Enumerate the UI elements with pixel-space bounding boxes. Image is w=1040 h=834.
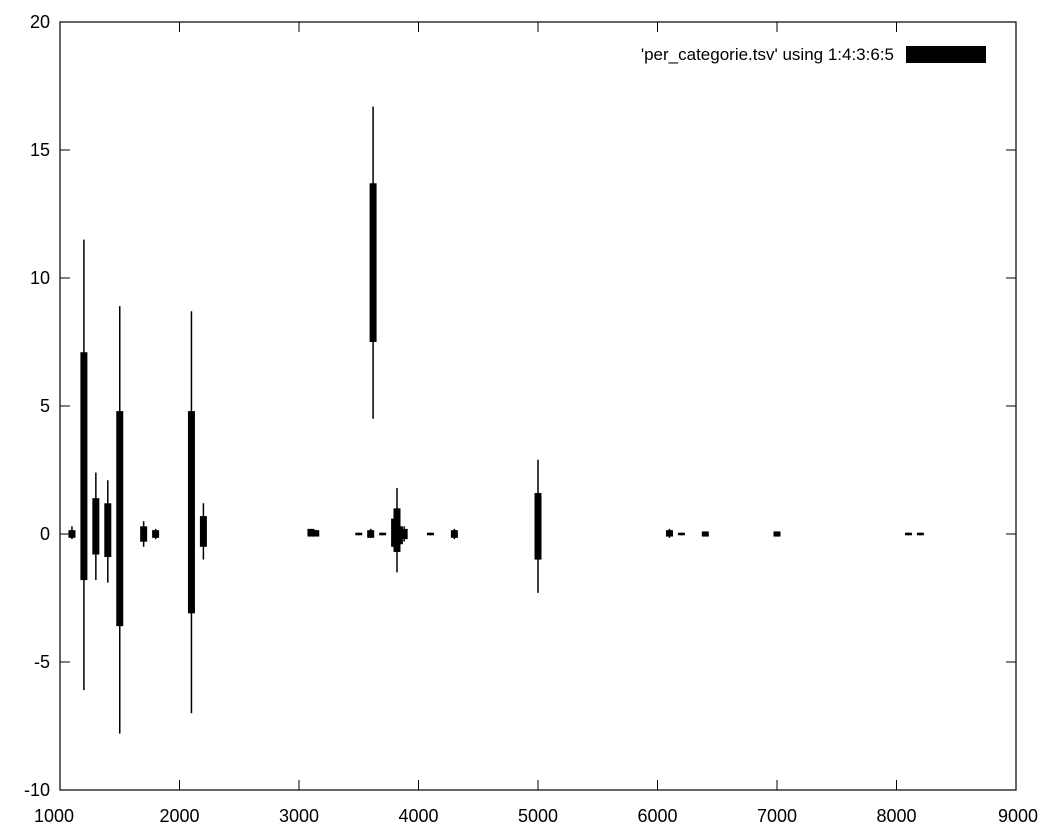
candle-box: [307, 528, 315, 537]
candle-box: [116, 411, 124, 627]
candle-box: [80, 352, 88, 581]
y-tick-label: -10: [24, 780, 50, 800]
candle-box: [677, 532, 685, 536]
candle-box: [367, 530, 375, 538]
candle-box: [68, 530, 76, 538]
candle-box: [104, 503, 112, 558]
plot-frame: [59, 21, 1017, 791]
legend-label: 'per_categorie.tsv' using 1:4:3:6:5: [641, 45, 894, 64]
x-axis: 1000 2000 3000 4000 5000 6000 7000 8000 9000: [34, 22, 1038, 826]
x-tick-label: 1000: [34, 806, 74, 826]
candle-box: [187, 411, 195, 614]
legend: 'per_categorie.tsv' using 1:4:3:6:5: [641, 45, 986, 64]
candle-box: [701, 531, 709, 537]
candle-box: [355, 532, 363, 536]
candle-box: [665, 530, 673, 537]
legend-swatch: [906, 46, 986, 63]
y-tick-label: 15: [30, 140, 50, 160]
y-tick-label: 5: [40, 396, 50, 416]
candle-box: [395, 526, 403, 545]
y-tick-label: 20: [30, 12, 50, 32]
candle-box: [426, 532, 434, 536]
y-tick-label: -5: [34, 652, 50, 672]
candle-box: [199, 516, 207, 547]
x-tick-label: 6000: [637, 806, 677, 826]
y-axis: -10 -5 0 5 10 15 20: [24, 12, 1016, 800]
candle-box: [152, 530, 160, 538]
candlestick-series: [68, 106, 924, 734]
candle-box: [312, 530, 320, 537]
y-tick-label: 0: [40, 524, 50, 544]
x-tick-label: 4000: [398, 806, 438, 826]
candle-box: [379, 532, 387, 536]
y-tick-label: 10: [30, 268, 50, 288]
candle-box: [916, 532, 924, 536]
x-tick-label: 2000: [159, 806, 199, 826]
candle-box: [904, 532, 912, 536]
candle-box: [140, 526, 148, 542]
x-tick-label: 9000: [998, 806, 1038, 826]
x-tick-label: 5000: [518, 806, 558, 826]
candle-box: [773, 531, 781, 537]
candle-box: [400, 528, 408, 540]
candle-box: [92, 498, 100, 555]
x-tick-label: 3000: [279, 806, 319, 826]
x-tick-label: 7000: [757, 806, 797, 826]
candle-box: [450, 530, 458, 538]
candle-box: [369, 183, 377, 342]
x-tick-label: 8000: [876, 806, 916, 826]
candle-box: [534, 493, 542, 560]
